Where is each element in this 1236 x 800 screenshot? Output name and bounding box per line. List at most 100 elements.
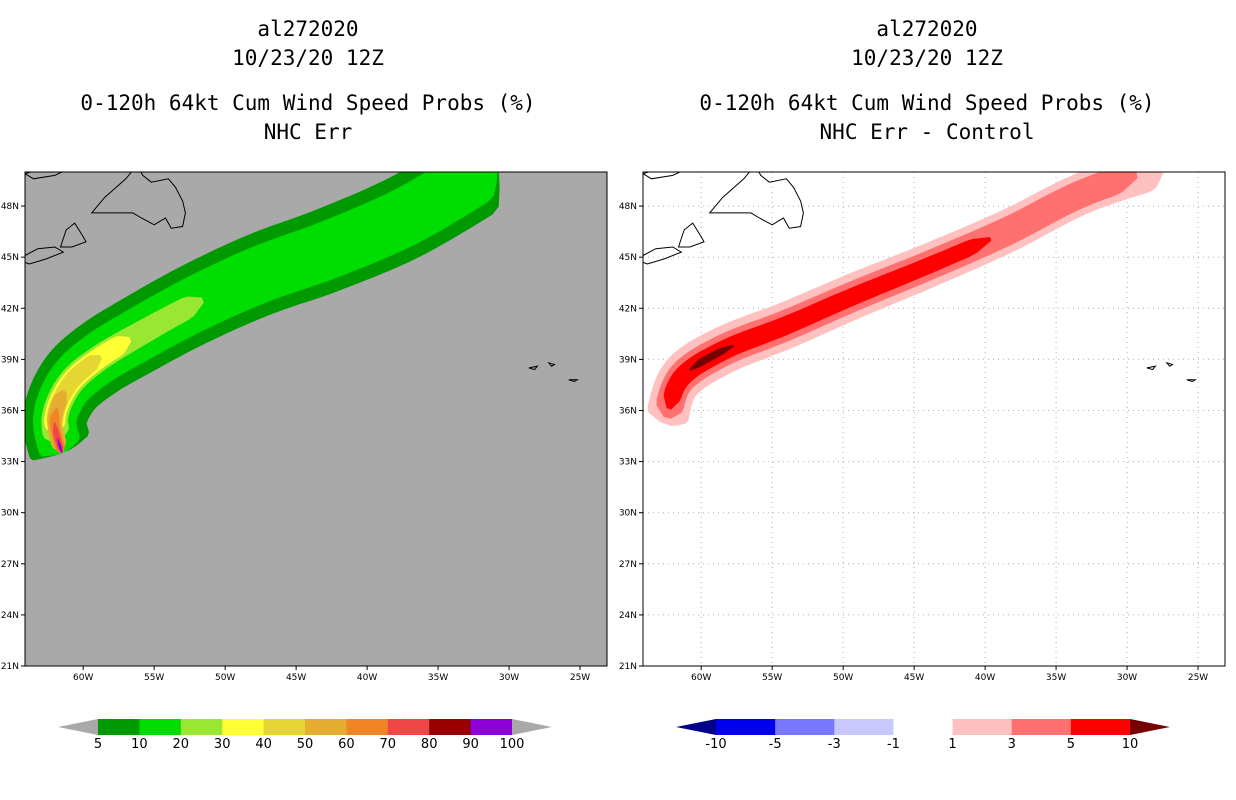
colorbar-label: 60 xyxy=(338,737,355,752)
colorbar-swatch xyxy=(952,719,1013,735)
colorbar-swatch xyxy=(1011,719,1072,735)
colorbar-swatch xyxy=(470,719,513,735)
y-tick-label: 45N xyxy=(1,253,19,263)
map-frame xyxy=(24,171,608,667)
x-tick-label: 30W xyxy=(1117,673,1137,683)
colorbar-label: 20 xyxy=(173,737,190,752)
coast-newfoundland xyxy=(708,172,804,229)
right-title-storm: al272020 xyxy=(876,17,977,41)
coast-azores-west xyxy=(1146,365,1157,371)
coast-labrador xyxy=(25,172,64,180)
colorbar-label: -5 xyxy=(769,737,782,752)
colorbar-swatch xyxy=(263,719,306,735)
colorbar-swatch xyxy=(834,719,894,735)
colorbar-label: 30 xyxy=(214,737,231,752)
left-map-panel: 60W 55W 50W 45W 40W 35W 30W 25W 21N 24N 27N 30N 33N 3… xyxy=(1,171,608,683)
coast-nova-scotia xyxy=(643,246,683,265)
left-title-date: 10/23/20 12Z xyxy=(232,46,384,70)
y-tick-label: 27N xyxy=(619,560,637,570)
x-tick-label: 40W xyxy=(357,673,377,683)
probability-band-3 xyxy=(656,172,1138,419)
colorbar-swatch xyxy=(180,719,223,735)
probability-band-1 xyxy=(647,172,1164,426)
colorbar-label: 90 xyxy=(462,737,479,752)
map-frame xyxy=(642,171,1226,667)
colorbar-high-end xyxy=(1130,719,1170,735)
y-tick-label: 39N xyxy=(1,355,19,365)
y-tick-label: 42N xyxy=(1,304,19,314)
x-tick-label: 50W xyxy=(833,673,853,683)
x-tick-label: 45W xyxy=(904,673,924,683)
colorbar-swatch xyxy=(139,719,182,735)
coast-azores-east xyxy=(568,379,579,383)
colorbar-swatch xyxy=(222,719,265,735)
y-tick-label: 48N xyxy=(619,202,637,212)
x-tick-label: 25W xyxy=(1188,673,1208,683)
y-tick-label: 39N xyxy=(619,355,637,365)
colorbar-swatch xyxy=(1070,719,1131,735)
colorbar-label: -3 xyxy=(828,737,841,752)
colorbar-label: -1 xyxy=(887,737,900,752)
y-tick-label: 30N xyxy=(619,509,637,519)
y-tick-label: 33N xyxy=(619,458,637,468)
colorbar-swatch xyxy=(98,719,140,735)
x-tick-label: 40W xyxy=(975,673,995,683)
coast-azores-central xyxy=(547,361,556,367)
colorbar-swatch xyxy=(775,719,835,735)
colorbar-swatch xyxy=(387,719,430,735)
colorbar-label: 80 xyxy=(421,737,438,752)
colorbar-label: 70 xyxy=(380,737,397,752)
colorbar-swatch xyxy=(893,719,954,735)
x-tick-label: 50W xyxy=(215,673,235,683)
left-colorbar: 5 10 20 30 40 50 60 70 80 90 100 xyxy=(58,719,552,752)
colorbar-label: 3 xyxy=(1008,737,1016,752)
colorbar-swatch xyxy=(429,719,472,735)
y-tick-label: 21N xyxy=(619,662,637,672)
x-tick-label: 30W xyxy=(499,673,519,683)
x-tick-label: 55W xyxy=(762,673,782,683)
colorbar-label: 40 xyxy=(255,737,272,752)
y-tick-label: 36N xyxy=(619,406,637,416)
probability-band-10 xyxy=(33,172,498,457)
right-title-block: al272020 10/23/20 12Z 0-120h 64kt Cum Wi… xyxy=(699,17,1154,144)
x-tick-label: 45W xyxy=(286,673,306,683)
colorbar-label: 1 xyxy=(948,737,956,752)
x-tick-label: 25W xyxy=(570,673,590,683)
probability-band-90 xyxy=(57,438,63,454)
right-colorbar: -10 -5 -3 -1 1 3 5 10 xyxy=(676,719,1170,752)
coast-azores-west xyxy=(528,365,539,371)
coast-azores-central xyxy=(1165,361,1174,367)
colorbar-high-end xyxy=(512,719,552,735)
colorbar-label: 5 xyxy=(1067,737,1075,752)
probability-band-5 xyxy=(663,237,992,410)
colorbar-low-end xyxy=(58,719,98,735)
colorbar-label: 10 xyxy=(1122,737,1139,752)
x-tick-label: 60W xyxy=(691,673,711,683)
right-title-product: 0-120h 64kt Cum Wind Speed Probs (%) xyxy=(699,91,1154,115)
colorbar-label: 100 xyxy=(500,737,525,752)
y-tick-label: 24N xyxy=(619,611,637,621)
left-title-block: al272020 10/23/20 12Z 0-120h 64kt Cum Wi… xyxy=(80,17,535,144)
coast-cape-breton xyxy=(677,222,705,248)
left-title-subtitle: NHC Err xyxy=(264,120,353,144)
right-title-date: 10/23/20 12Z xyxy=(851,46,1003,70)
right-title-subtitle: NHC Err - Control xyxy=(820,120,1035,144)
left-title-storm: al272020 xyxy=(257,17,358,41)
y-tick-label: 27N xyxy=(1,560,19,570)
coast-newfoundland xyxy=(90,172,186,229)
map-plot-area xyxy=(643,172,1225,666)
probability-band-20 xyxy=(41,296,204,444)
probability-band-30 xyxy=(44,336,132,436)
colorbar-label: -10 xyxy=(705,737,726,752)
colorbar-swatch xyxy=(346,719,389,735)
colorbar-label: 10 xyxy=(131,737,148,752)
y-tick-label: 42N xyxy=(619,304,637,314)
y-tick-label: 21N xyxy=(1,662,19,672)
colorbar-label: 50 xyxy=(297,737,314,752)
y-tick-label: 24N xyxy=(1,611,19,621)
y-tick-label: 36N xyxy=(1,406,19,416)
probability-band-10 xyxy=(689,344,735,371)
coast-cape-breton xyxy=(59,222,87,248)
coast-labrador xyxy=(643,172,682,180)
